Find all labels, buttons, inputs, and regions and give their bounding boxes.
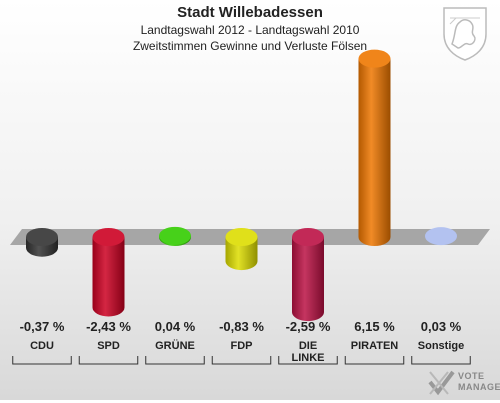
category-bracket-4 [278, 356, 338, 365]
bar-bottom-5 [358, 228, 391, 246]
value-label-6: 0,03 % [421, 319, 462, 334]
category-label-3: FDP [231, 340, 253, 352]
value-label-0: -0,37 % [20, 319, 65, 334]
coat-of-arms-icon [443, 7, 487, 61]
value-label-2: 0,04 % [155, 319, 196, 334]
category-label-4-1: LINKE [292, 352, 325, 364]
bar-cap-4 [292, 228, 324, 246]
value-label-3: -0,83 % [219, 319, 264, 334]
chart-subtitle-2: Zweitstimmen Gewinne und Verluste Fölsen [132, 39, 368, 53]
value-label-1: -2,43 % [86, 319, 131, 334]
category-label-0: CDU [30, 340, 54, 352]
bar-cap-0 [26, 228, 58, 246]
bar-cap-1 [92, 228, 125, 246]
chart-subtitle: Landtagswahl 2012 - Landtagswahl 2010 [140, 23, 360, 37]
bar-bottom-1 [92, 298, 125, 317]
category-label-4: DIE [299, 340, 317, 352]
vote-manager-logo: VOTE MANAGER [426, 368, 500, 398]
value-label-5: 6,15 % [354, 319, 395, 334]
vote-manager-icon [428, 370, 455, 396]
category-bracket-3 [211, 356, 272, 365]
category-bracket-0 [12, 356, 72, 365]
bar-cap-2 [159, 226, 191, 245]
category-label-2: GRÜNE [155, 339, 195, 352]
logo-line-2: MANAGER [458, 382, 500, 392]
category-bracket-1 [78, 356, 139, 365]
category-bracket-6 [411, 356, 471, 365]
bar-cap-3 [225, 228, 258, 246]
bar-cap-5 [358, 49, 391, 68]
chart-title: Stadt Willebadessen [177, 4, 323, 21]
category-label-1: SPD [97, 340, 120, 352]
category-bracket-2 [145, 356, 205, 365]
bar-cap-6 [425, 227, 457, 246]
chart-header: Stadt Willebadessen Landtagswahl 2012 - … [0, 4, 500, 54]
bar-4 [292, 237, 324, 313]
bar-bottom-3 [225, 252, 258, 271]
category-label-6: Sonstige [418, 340, 464, 352]
value-label-4: -2,59 % [286, 319, 331, 334]
vote-manager-text: VOTE MANAGER [458, 371, 500, 393]
logo-line-1: VOTE [458, 371, 485, 381]
bar-bottom-4 [292, 303, 324, 322]
category-label-5: PIRATEN [351, 340, 399, 352]
bar-1 [92, 237, 125, 308]
bar-5 [358, 58, 391, 238]
category-bracket-5 [344, 356, 405, 365]
